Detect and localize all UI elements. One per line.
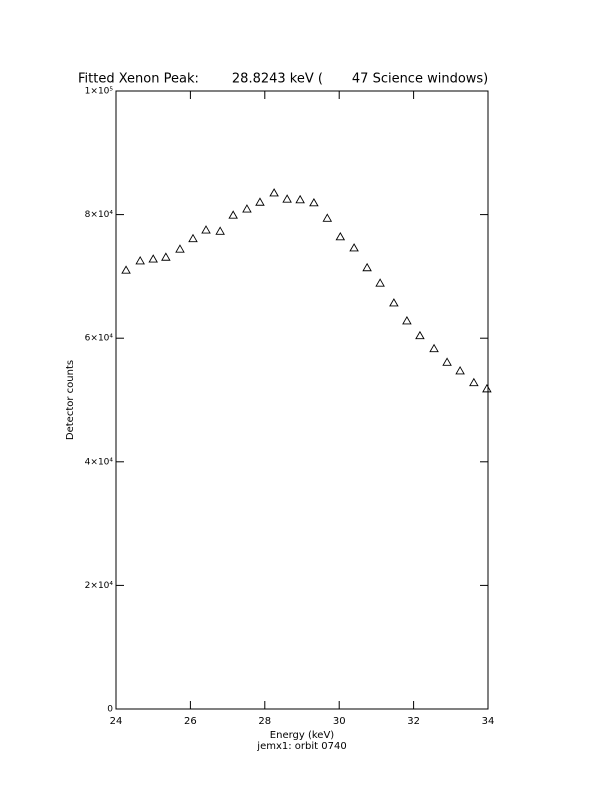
data-point <box>215 226 225 235</box>
data-point <box>269 188 279 197</box>
data-point <box>135 256 145 265</box>
y-tick-label: 6×10⁴ <box>85 334 114 344</box>
y-tick-label: 4×10⁴ <box>85 457 114 467</box>
x-tick-label: 30 <box>333 716 346 727</box>
x-tick-label: 32 <box>407 716 420 727</box>
y-tick-label: 0 <box>107 705 113 715</box>
data-point <box>161 252 171 261</box>
data-point <box>482 383 492 393</box>
footnote: jemx1: orbit 0740 <box>256 741 346 752</box>
data-point <box>469 377 479 387</box>
data-point <box>322 213 333 222</box>
chart-title: Fitted Xenon Peak: 28.8243 keV ( 47 Scie… <box>78 72 488 87</box>
data-point <box>295 194 305 204</box>
data-point <box>255 197 265 206</box>
data-point <box>375 278 385 287</box>
data-point <box>415 330 425 340</box>
data-point <box>389 298 399 307</box>
x-tick-label: 34 <box>482 716 495 727</box>
y-tick-label: 8×10⁴ <box>85 210 114 220</box>
plot-frame <box>115 90 489 710</box>
data-point <box>282 194 292 203</box>
data-point <box>148 254 158 263</box>
y-axis-label: Detector counts <box>65 360 76 440</box>
data-point <box>442 357 452 366</box>
data-point <box>201 225 211 234</box>
data-point <box>349 243 359 252</box>
x-tick-label: 26 <box>184 716 197 727</box>
data-point <box>175 244 185 253</box>
data-point <box>335 231 346 241</box>
data-point <box>429 343 439 353</box>
data-point <box>402 315 412 325</box>
data-point <box>455 366 465 375</box>
data-point <box>228 210 238 219</box>
x-tick-label: 28 <box>258 716 271 727</box>
y-tick-label: 2×10⁴ <box>85 581 114 591</box>
data-point <box>362 262 372 272</box>
data-point <box>188 233 198 243</box>
data-point <box>242 204 252 213</box>
x-axis-label: Energy (keV) <box>270 730 335 741</box>
y-tick-label: 1×10⁵ <box>85 87 114 97</box>
data-point <box>121 265 131 274</box>
x-tick-label: 24 <box>110 716 123 727</box>
data-point <box>309 197 319 207</box>
